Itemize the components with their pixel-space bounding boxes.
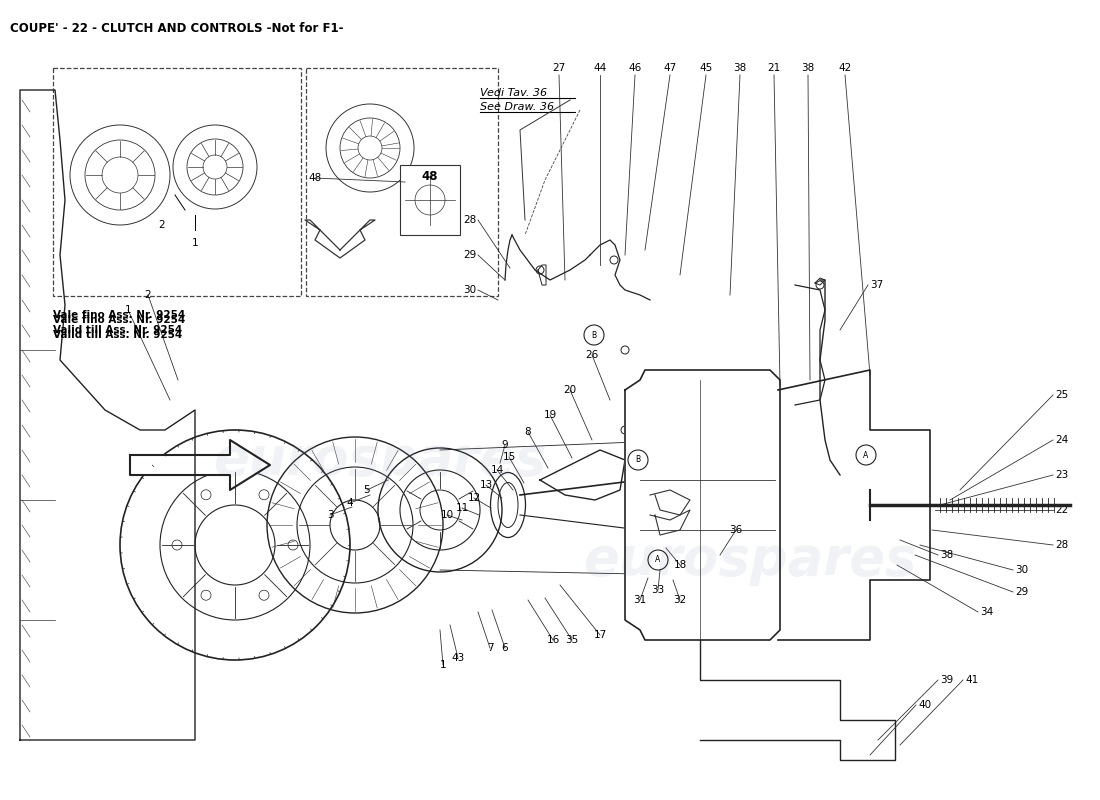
Text: 29: 29 bbox=[463, 250, 476, 260]
Text: 38: 38 bbox=[802, 63, 815, 73]
Text: 7: 7 bbox=[486, 643, 493, 653]
Text: 38: 38 bbox=[940, 550, 954, 560]
Text: 15: 15 bbox=[503, 452, 516, 462]
Text: B: B bbox=[592, 330, 596, 339]
Text: 26: 26 bbox=[585, 350, 598, 360]
Text: 39: 39 bbox=[940, 675, 954, 685]
Text: 46: 46 bbox=[628, 63, 641, 73]
Text: 40: 40 bbox=[918, 700, 931, 710]
Text: 5: 5 bbox=[364, 485, 371, 495]
Text: 8: 8 bbox=[525, 427, 531, 437]
Text: 20: 20 bbox=[563, 385, 576, 395]
Text: 23: 23 bbox=[1055, 470, 1068, 480]
Text: A: A bbox=[864, 450, 869, 459]
Text: 14: 14 bbox=[491, 465, 504, 475]
Text: 1: 1 bbox=[124, 305, 131, 315]
Text: 21: 21 bbox=[768, 63, 781, 73]
Text: 9: 9 bbox=[502, 440, 508, 450]
Text: 48: 48 bbox=[308, 173, 321, 183]
Text: 41: 41 bbox=[965, 675, 978, 685]
Text: eurospares: eurospares bbox=[583, 534, 916, 586]
Text: A: A bbox=[656, 555, 661, 565]
Text: 44: 44 bbox=[593, 63, 606, 73]
Text: 33: 33 bbox=[651, 585, 664, 595]
Text: 28: 28 bbox=[1055, 540, 1068, 550]
Text: Vale fino Ass. Nr. 9254: Vale fino Ass. Nr. 9254 bbox=[53, 310, 185, 320]
Text: 1: 1 bbox=[440, 660, 447, 670]
Text: 16: 16 bbox=[547, 635, 560, 645]
Text: 10: 10 bbox=[440, 510, 453, 520]
Text: 43: 43 bbox=[451, 653, 464, 663]
Text: 19: 19 bbox=[543, 410, 557, 420]
Text: 4: 4 bbox=[346, 498, 353, 508]
Text: 2: 2 bbox=[158, 220, 165, 230]
Text: 32: 32 bbox=[673, 595, 686, 605]
Polygon shape bbox=[625, 370, 780, 640]
Text: 3: 3 bbox=[327, 510, 333, 520]
Polygon shape bbox=[130, 440, 270, 490]
Text: 28: 28 bbox=[463, 215, 476, 225]
Text: 42: 42 bbox=[838, 63, 851, 73]
Text: 17: 17 bbox=[593, 630, 606, 640]
Bar bbox=[400, 165, 460, 235]
Text: 36: 36 bbox=[729, 525, 743, 535]
Polygon shape bbox=[778, 370, 930, 640]
Text: Valid till Ass. Nr. 9254: Valid till Ass. Nr. 9254 bbox=[53, 330, 183, 340]
Text: 48: 48 bbox=[421, 170, 438, 183]
Text: See Draw. 36: See Draw. 36 bbox=[480, 102, 554, 112]
Text: 38: 38 bbox=[734, 63, 747, 73]
Text: 30: 30 bbox=[463, 285, 476, 295]
Text: 37: 37 bbox=[870, 280, 883, 290]
Text: 47: 47 bbox=[663, 63, 676, 73]
Polygon shape bbox=[305, 220, 375, 258]
Text: 2: 2 bbox=[145, 290, 152, 300]
Text: 45: 45 bbox=[700, 63, 713, 73]
Text: Valid till Ass. Nr. 9254: Valid till Ass. Nr. 9254 bbox=[53, 325, 183, 335]
Text: 12: 12 bbox=[468, 493, 481, 503]
Bar bbox=[53, 68, 301, 296]
Text: 6: 6 bbox=[502, 643, 508, 653]
Text: 11: 11 bbox=[455, 503, 469, 513]
Text: 22: 22 bbox=[1055, 505, 1068, 515]
Bar bbox=[306, 68, 498, 296]
Text: Vale fino Ass. Nr. 9254: Vale fino Ass. Nr. 9254 bbox=[53, 315, 185, 325]
Text: COUPE' - 22 - CLUTCH AND CONTROLS -Not for F1-: COUPE' - 22 - CLUTCH AND CONTROLS -Not f… bbox=[10, 22, 343, 35]
Text: 13: 13 bbox=[480, 480, 493, 490]
Text: 29: 29 bbox=[1015, 587, 1028, 597]
Text: 30: 30 bbox=[1015, 565, 1028, 575]
Text: 1: 1 bbox=[191, 238, 198, 248]
Text: B: B bbox=[636, 455, 640, 465]
Text: 35: 35 bbox=[565, 635, 579, 645]
Text: 18: 18 bbox=[673, 560, 686, 570]
Text: eurospares: eurospares bbox=[213, 434, 547, 486]
Text: Vedi Tav. 36: Vedi Tav. 36 bbox=[480, 88, 547, 98]
Text: 27: 27 bbox=[552, 63, 565, 73]
Text: 25: 25 bbox=[1055, 390, 1068, 400]
Text: 34: 34 bbox=[980, 607, 993, 617]
Text: 24: 24 bbox=[1055, 435, 1068, 445]
Text: 31: 31 bbox=[634, 595, 647, 605]
